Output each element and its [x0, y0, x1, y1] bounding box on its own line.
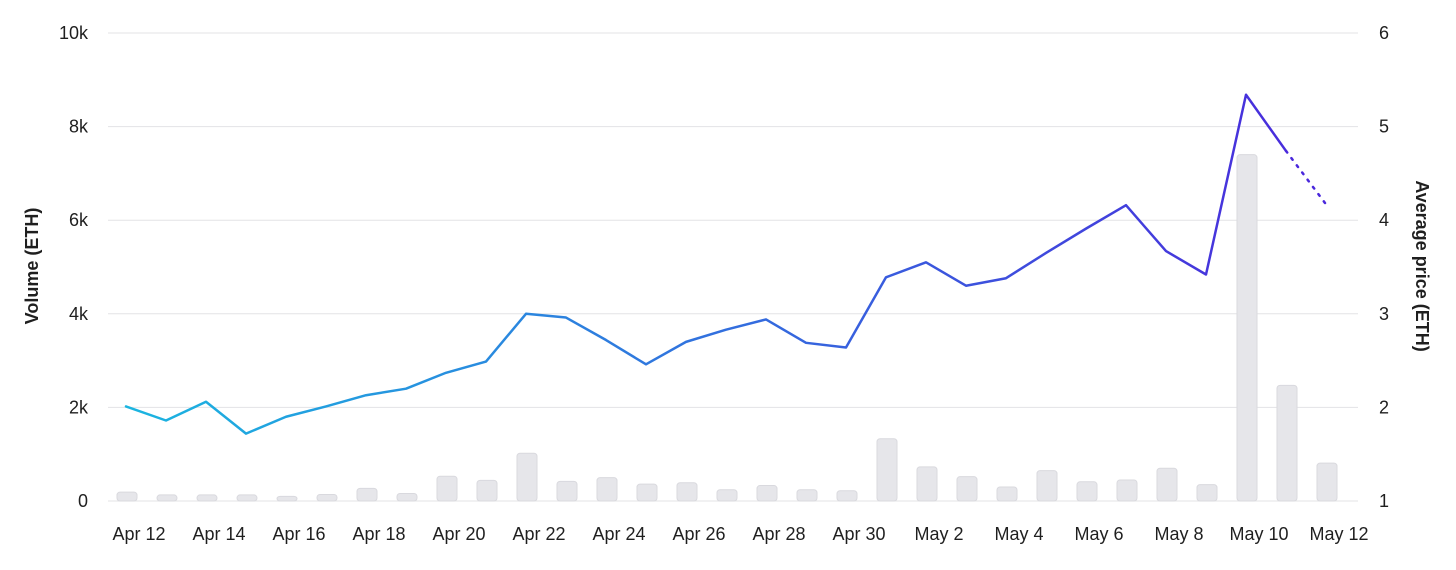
right-tick-label: 6 — [1379, 23, 1389, 43]
volume-bar[interactable] — [156, 494, 178, 502]
left-tick-label: 8k — [69, 117, 89, 137]
x-tick-label: Apr 20 — [432, 524, 485, 544]
volume-bar[interactable] — [836, 490, 858, 502]
right-tick-label: 1 — [1379, 491, 1389, 511]
price-line — [124, 93, 1328, 435]
volume-bar[interactable] — [1236, 154, 1258, 502]
right-tick-label: 3 — [1379, 304, 1389, 324]
x-tick-label: Apr 18 — [352, 524, 405, 544]
x-tick-label: May 8 — [1154, 524, 1203, 544]
volume-bar[interactable] — [676, 482, 698, 502]
volume-bar[interactable] — [956, 476, 978, 502]
avg-price-line[interactable] — [124, 93, 1288, 435]
avg-price-projection-line[interactable] — [1284, 149, 1328, 206]
volume-bar[interactable] — [1116, 479, 1138, 502]
volume-bar[interactable] — [1076, 481, 1098, 502]
x-tick-label: May 10 — [1229, 524, 1288, 544]
volume-bar[interactable] — [236, 494, 258, 502]
volume-bar[interactable] — [276, 495, 298, 502]
left-tick-label: 2k — [69, 397, 89, 417]
volume-bar[interactable] — [556, 480, 578, 502]
left-tick-label: 10k — [59, 23, 89, 43]
left-axis-title: Volume (ETH) — [22, 208, 42, 325]
x-tick-label: Apr 22 — [512, 524, 565, 544]
right-axis-ticks: 1 2 3 4 5 6 — [1379, 23, 1389, 511]
x-tick-label: Apr 14 — [192, 524, 245, 544]
x-tick-label: Apr 30 — [832, 524, 885, 544]
x-tick-label: May 4 — [994, 524, 1043, 544]
volume-bar[interactable] — [996, 486, 1018, 502]
left-tick-label: 4k — [69, 304, 89, 324]
volume-bars — [116, 154, 1338, 502]
left-tick-label: 0 — [78, 491, 88, 511]
right-tick-label: 4 — [1379, 210, 1389, 230]
volume-bar[interactable] — [316, 493, 338, 502]
x-tick-label: Apr 26 — [672, 524, 725, 544]
x-tick-label: Apr 12 — [112, 524, 165, 544]
volume-bar[interactable] — [396, 493, 418, 502]
volume-bar[interactable] — [1316, 462, 1338, 502]
volume-bar[interactable] — [1156, 467, 1178, 502]
volume-bar[interactable] — [636, 483, 658, 502]
x-tick-label: May 2 — [914, 524, 963, 544]
x-tick-label: May 12 — [1309, 524, 1368, 544]
volume-bar[interactable] — [1036, 470, 1058, 502]
right-tick-label: 5 — [1379, 117, 1389, 137]
x-tick-label: Apr 16 — [272, 524, 325, 544]
volume-bar[interactable] — [116, 491, 138, 502]
right-tick-label: 2 — [1379, 397, 1389, 417]
grid-lines — [108, 32, 1358, 502]
x-tick-label: May 6 — [1074, 524, 1123, 544]
left-tick-label: 6k — [69, 210, 89, 230]
volume-bar[interactable] — [796, 489, 818, 502]
x-axis-ticks: Apr 12 Apr 14 Apr 16 Apr 18 Apr 20 Apr 22 Apr … — [112, 524, 1368, 544]
volume-bar[interactable] — [356, 487, 378, 502]
x-tick-label: Apr 28 — [752, 524, 805, 544]
volume-bar[interactable] — [756, 485, 778, 502]
volume-bar[interactable] — [196, 494, 218, 502]
right-axis-title: Average price (ETH) — [1412, 180, 1432, 351]
volume-bar[interactable] — [1196, 484, 1218, 502]
left-axis-ticks: 0 2k 4k 6k 8k 10k — [59, 23, 89, 511]
volume-bar[interactable] — [1276, 384, 1298, 502]
volume-bar[interactable] — [716, 489, 738, 502]
x-tick-label: Apr 24 — [592, 524, 645, 544]
volume-bar[interactable] — [516, 452, 538, 502]
volume-bar[interactable] — [596, 477, 618, 502]
volume-bar[interactable] — [476, 479, 498, 502]
volume-bar[interactable] — [916, 466, 938, 502]
volume-bar[interactable] — [436, 475, 458, 502]
volume-bar[interactable] — [876, 438, 898, 502]
